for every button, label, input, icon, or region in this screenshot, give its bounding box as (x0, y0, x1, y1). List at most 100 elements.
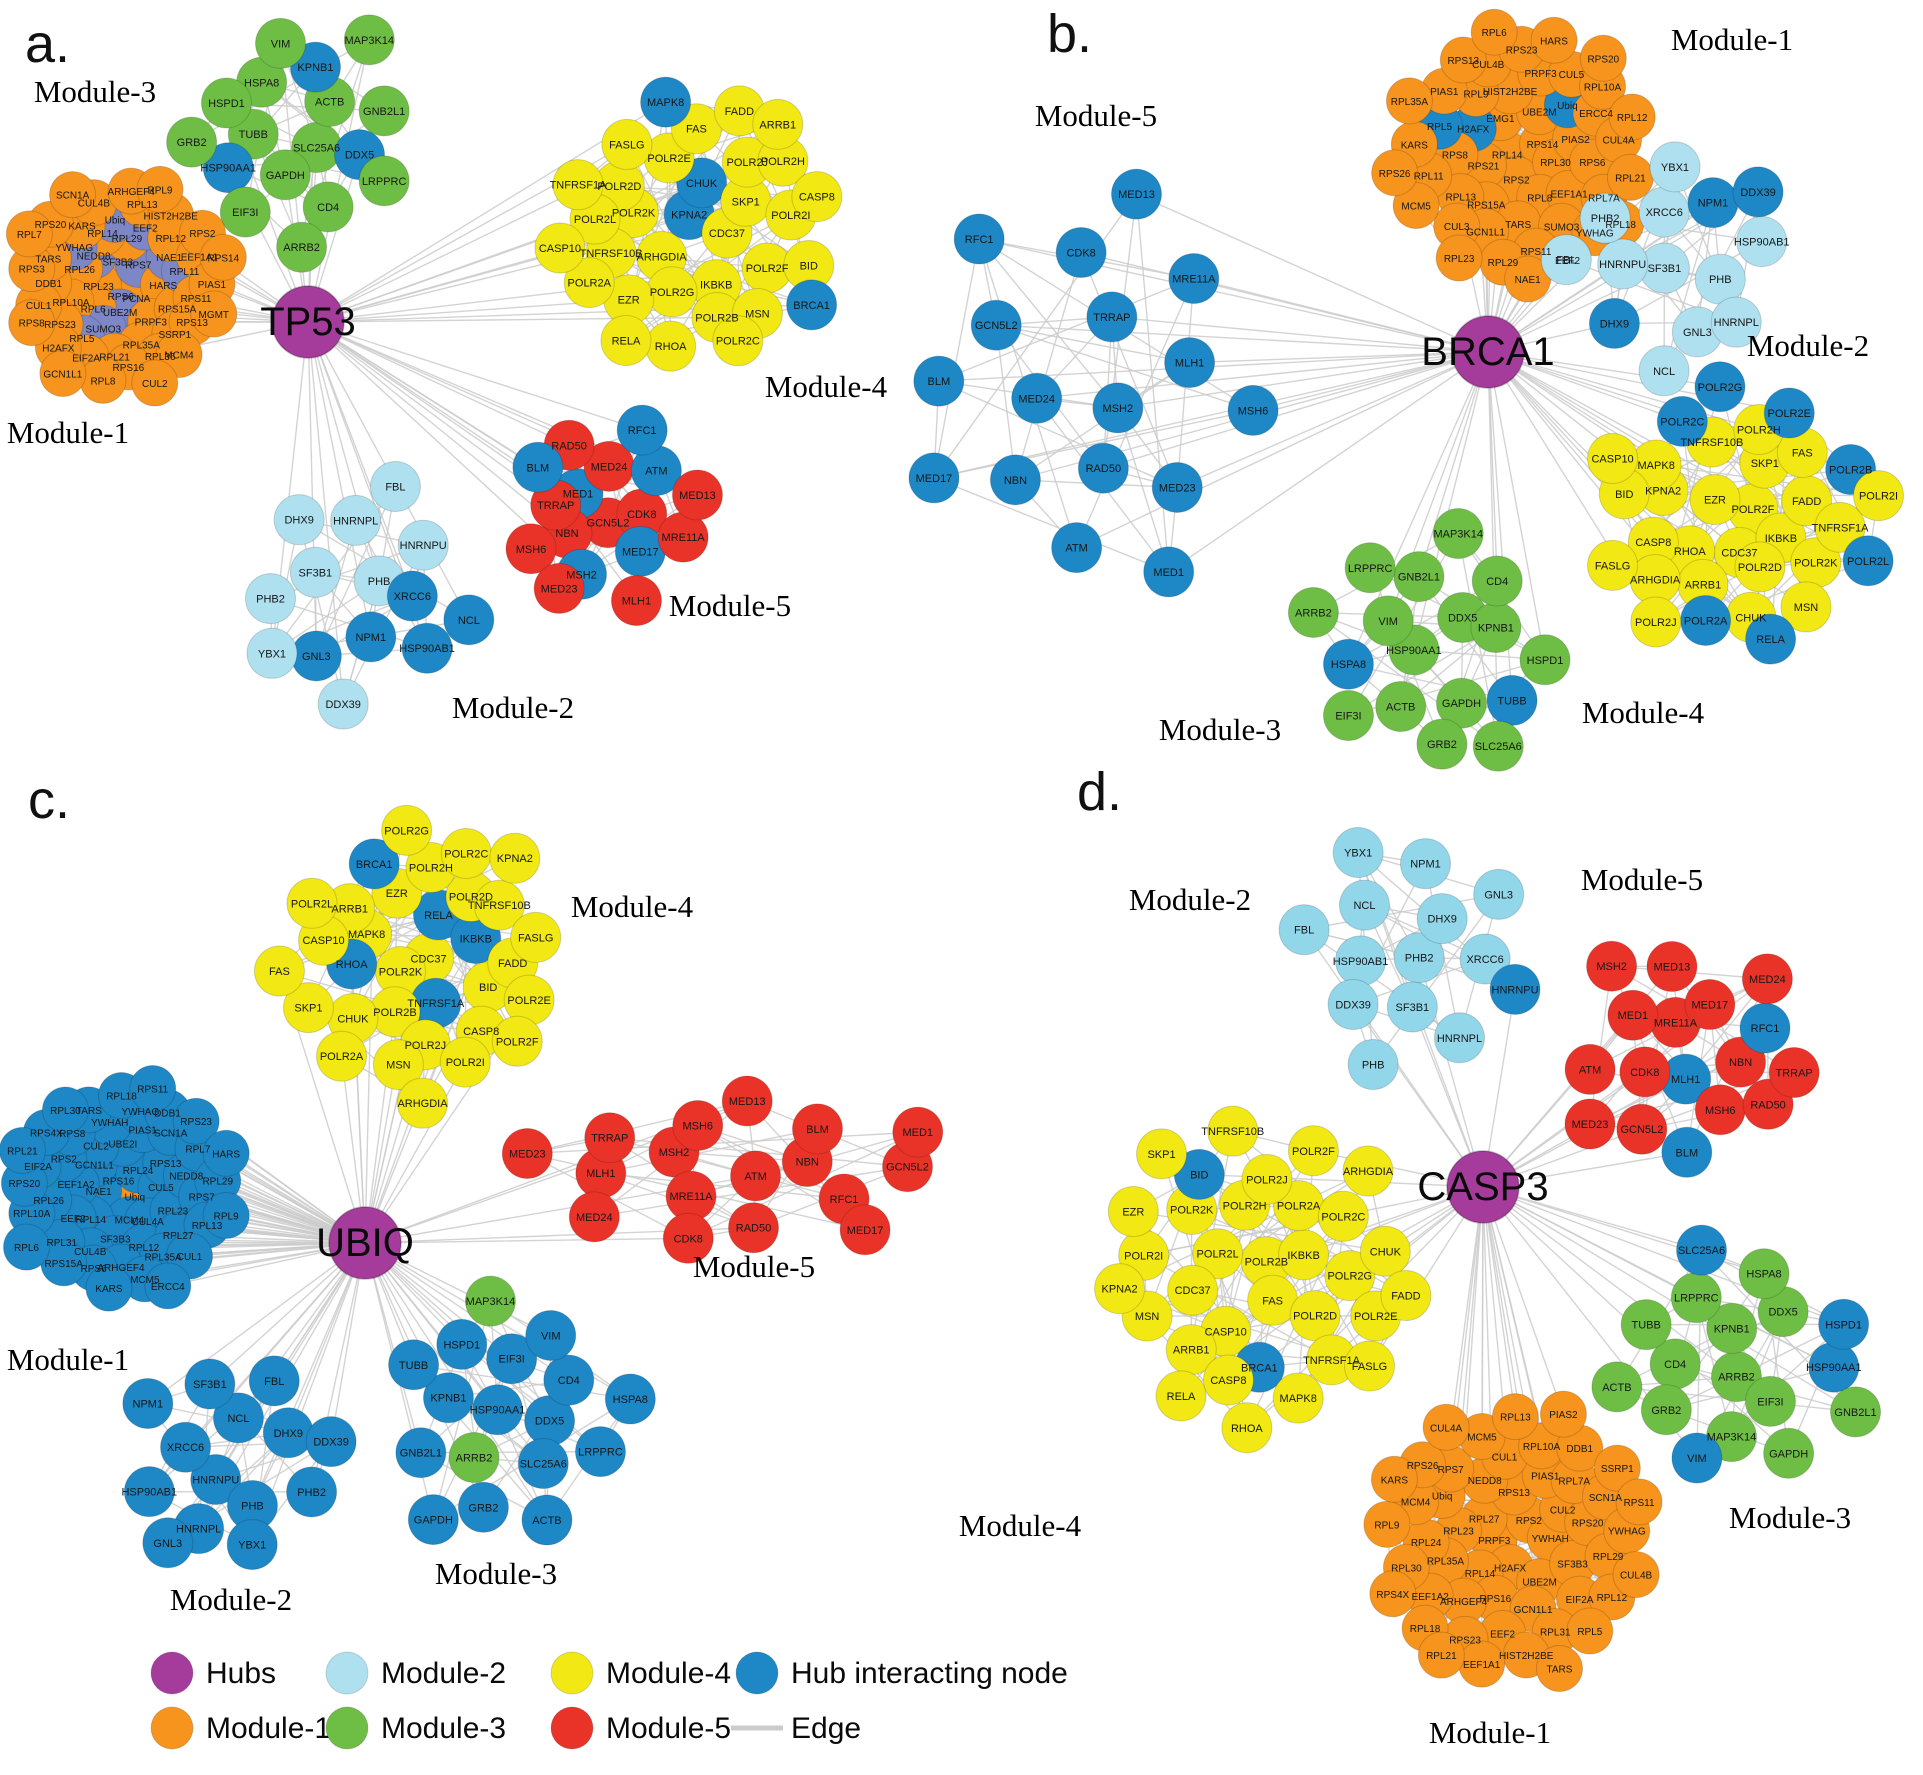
node-RPS11[interactable] (1615, 1478, 1663, 1526)
node-FASLG[interactable] (510, 911, 562, 963)
node-KPNB1[interactable] (1470, 602, 1522, 654)
node-RPL30[interactable] (41, 1086, 89, 1134)
node-PIAS2[interactable] (1539, 1390, 1587, 1438)
node-LRPPRC[interactable] (1670, 1272, 1722, 1324)
node-NPM1[interactable] (122, 1377, 174, 1429)
node-SF3B1[interactable] (289, 546, 341, 598)
node-GCN5L2[interactable] (1616, 1103, 1668, 1155)
node-GAPDH[interactable] (259, 149, 311, 201)
node-KPNA2[interactable] (1094, 1263, 1146, 1315)
node-HSPA8[interactable] (604, 1373, 656, 1425)
node-MSH6[interactable] (1694, 1084, 1746, 1136)
node-HSP90AA1[interactable] (202, 142, 254, 194)
node-FBL[interactable] (1278, 904, 1330, 956)
node-RPL6[interactable] (1470, 8, 1518, 56)
node-EIF3I[interactable] (1322, 689, 1374, 741)
node-POLR2G[interactable] (1324, 1250, 1376, 1302)
node-ATM[interactable] (1564, 1043, 1616, 1095)
node-ACTB[interactable] (1591, 1361, 1643, 1413)
node-XRCC6[interactable] (160, 1421, 212, 1473)
node-RPS26[interactable] (1371, 149, 1419, 197)
node-POLR2A[interactable] (316, 1030, 368, 1082)
node-MED23[interactable] (501, 1128, 553, 1180)
node-CD4[interactable] (302, 181, 354, 233)
node-POLR2I[interactable] (1853, 470, 1905, 522)
node-FADD[interactable] (1380, 1270, 1432, 1322)
node-GNB2L1[interactable] (1393, 551, 1445, 603)
node-MED24[interactable] (1011, 372, 1063, 424)
node-HSP90AA1[interactable] (472, 1384, 524, 1436)
node-ARHGDIA[interactable] (397, 1077, 449, 1129)
node-DDX39[interactable] (305, 1416, 357, 1468)
node-MAPK8[interactable] (640, 76, 692, 128)
node-BLM[interactable] (791, 1103, 843, 1155)
node-DHX9[interactable] (1416, 893, 1468, 945)
node-MED17[interactable] (908, 452, 960, 504)
node-RPS14[interactable] (199, 233, 247, 281)
node-CASP10[interactable] (1587, 432, 1639, 484)
node-HSP90AA1[interactable] (1808, 1341, 1860, 1393)
node-POLR2L[interactable] (1192, 1228, 1244, 1280)
node-MSN[interactable] (372, 1039, 424, 1091)
node-RELA[interactable] (600, 315, 652, 367)
node-YBX1[interactable] (1332, 827, 1384, 879)
node-RPL13[interactable] (1491, 1393, 1539, 1441)
node-HNRNPL[interactable] (1710, 296, 1762, 348)
node-HNRNPU[interactable] (397, 519, 449, 571)
node-HSPD1[interactable] (436, 1318, 488, 1370)
node-ARRB2[interactable] (276, 221, 328, 273)
node-BLM[interactable] (1661, 1126, 1713, 1178)
node-MED13[interactable] (671, 469, 723, 521)
node-GCN1L1[interactable] (39, 350, 87, 398)
node-MGMT[interactable] (190, 290, 238, 338)
node-KARS[interactable] (85, 1264, 133, 1312)
node-TRRAP[interactable] (1086, 291, 1138, 343)
node-SKP1[interactable] (1136, 1128, 1188, 1180)
node-KARS[interactable] (1370, 1455, 1418, 1503)
node-HSP90AB1[interactable] (1736, 216, 1788, 268)
node-SLC25A6[interactable] (1472, 720, 1524, 772)
node-FASLG[interactable] (1344, 1340, 1396, 1392)
node-RPL7[interactable] (5, 210, 53, 258)
node-XRCC6[interactable] (386, 570, 438, 622)
node-HSP90AB1[interactable] (123, 1466, 175, 1518)
node-HSPD1[interactable] (1519, 634, 1571, 686)
node-MSH6[interactable] (672, 1100, 724, 1152)
node-MRE11A[interactable] (1168, 253, 1220, 305)
node-LRPPRC[interactable] (1344, 542, 1396, 594)
node-TARS[interactable] (1535, 1645, 1583, 1693)
node-TUBB[interactable] (1486, 674, 1538, 726)
node-TRRAP[interactable] (1768, 1047, 1820, 1099)
node-NBN[interactable] (989, 454, 1041, 506)
node-KPNA2[interactable] (489, 832, 541, 884)
node-DHX9[interactable] (1588, 297, 1640, 349)
node-NCL[interactable] (1338, 879, 1390, 931)
node-RPL35A[interactable] (1385, 77, 1433, 125)
node-HARS[interactable] (1530, 16, 1578, 64)
node-SF3B1[interactable] (184, 1358, 236, 1410)
node-GNB2L1[interactable] (358, 85, 410, 137)
node-CHUK[interactable] (1359, 1225, 1411, 1277)
node-CD4[interactable] (543, 1354, 595, 1406)
node-PHB2[interactable] (286, 1466, 338, 1518)
node-KPNB1[interactable] (289, 41, 341, 93)
node-CUL4B[interactable] (1612, 1551, 1660, 1599)
node-VIM[interactable] (1671, 1432, 1723, 1484)
hub-TP53[interactable] (271, 285, 345, 359)
node-SCN1A[interactable] (49, 171, 97, 219)
node-POLR2G[interactable] (646, 266, 698, 318)
node-CDC37[interactable] (1167, 1264, 1219, 1316)
node-VIM[interactable] (255, 17, 307, 69)
node-GRB2[interactable] (1416, 718, 1468, 770)
node-RHOA[interactable] (1221, 1402, 1273, 1454)
node-RPS23[interactable] (172, 1097, 220, 1145)
node-RPS4X[interactable] (1369, 1570, 1417, 1618)
node-MED23[interactable] (533, 562, 585, 614)
node-POLR2A[interactable] (1680, 594, 1732, 646)
node-DHX9[interactable] (262, 1407, 314, 1459)
node-ATM[interactable] (1051, 522, 1103, 574)
node-RFC1[interactable] (953, 213, 1005, 265)
node-HNRNPL[interactable] (1433, 1012, 1485, 1064)
node-MED17[interactable] (1684, 979, 1736, 1031)
node-NPM1[interactable] (345, 611, 397, 663)
